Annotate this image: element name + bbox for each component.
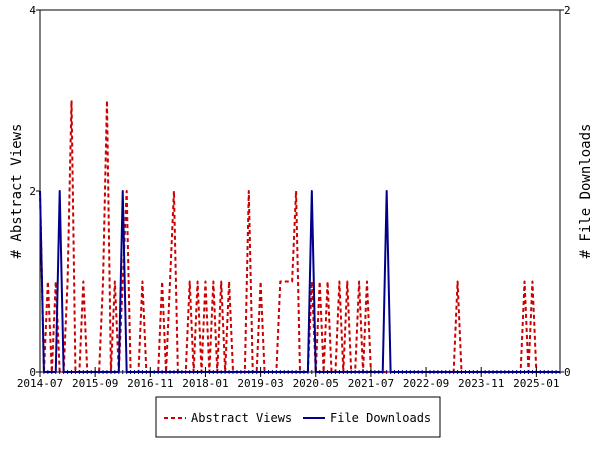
y-axis-title: # Abstract Views: [9, 124, 25, 259]
legend-label-abstract-views: Abstract Views: [191, 411, 292, 425]
y-tick-label: 4: [29, 4, 36, 17]
y-tick-label: 0: [29, 366, 36, 379]
x-tick-label: 2019-03: [237, 377, 283, 390]
x-tick-label: 2023-11: [458, 377, 504, 390]
y2-axis-title: # File Downloads: [578, 124, 594, 259]
y2-tick-label: 2: [564, 4, 571, 17]
x-tick-label: 2015-09: [72, 377, 118, 390]
x-tick-label: 2025-01: [513, 377, 559, 390]
x-tick-label: 2021-07: [348, 377, 394, 390]
series-line-0: [39, 99, 560, 373]
x-tick-label: 2020-05: [293, 377, 339, 390]
y2-tick-label: 0: [564, 366, 571, 379]
legend-label-file-downloads: File Downloads: [330, 411, 431, 425]
x-tick-label: 2014-07: [17, 377, 63, 390]
legend: Abstract Views File Downloads: [155, 396, 441, 438]
legend-box: [155, 396, 441, 438]
x-tick-label: 2018-01: [182, 377, 228, 390]
y-tick-label: 2: [29, 185, 36, 198]
x-tick-label: 2022-09: [403, 377, 449, 390]
axis-layer: 0 2 4 0 2 2014-07 2015-09 2016-11 2018-01 2019-03…: [17, 4, 571, 390]
plot-area: [39, 9, 561, 373]
x-tick-label: 2016-11: [127, 377, 173, 390]
